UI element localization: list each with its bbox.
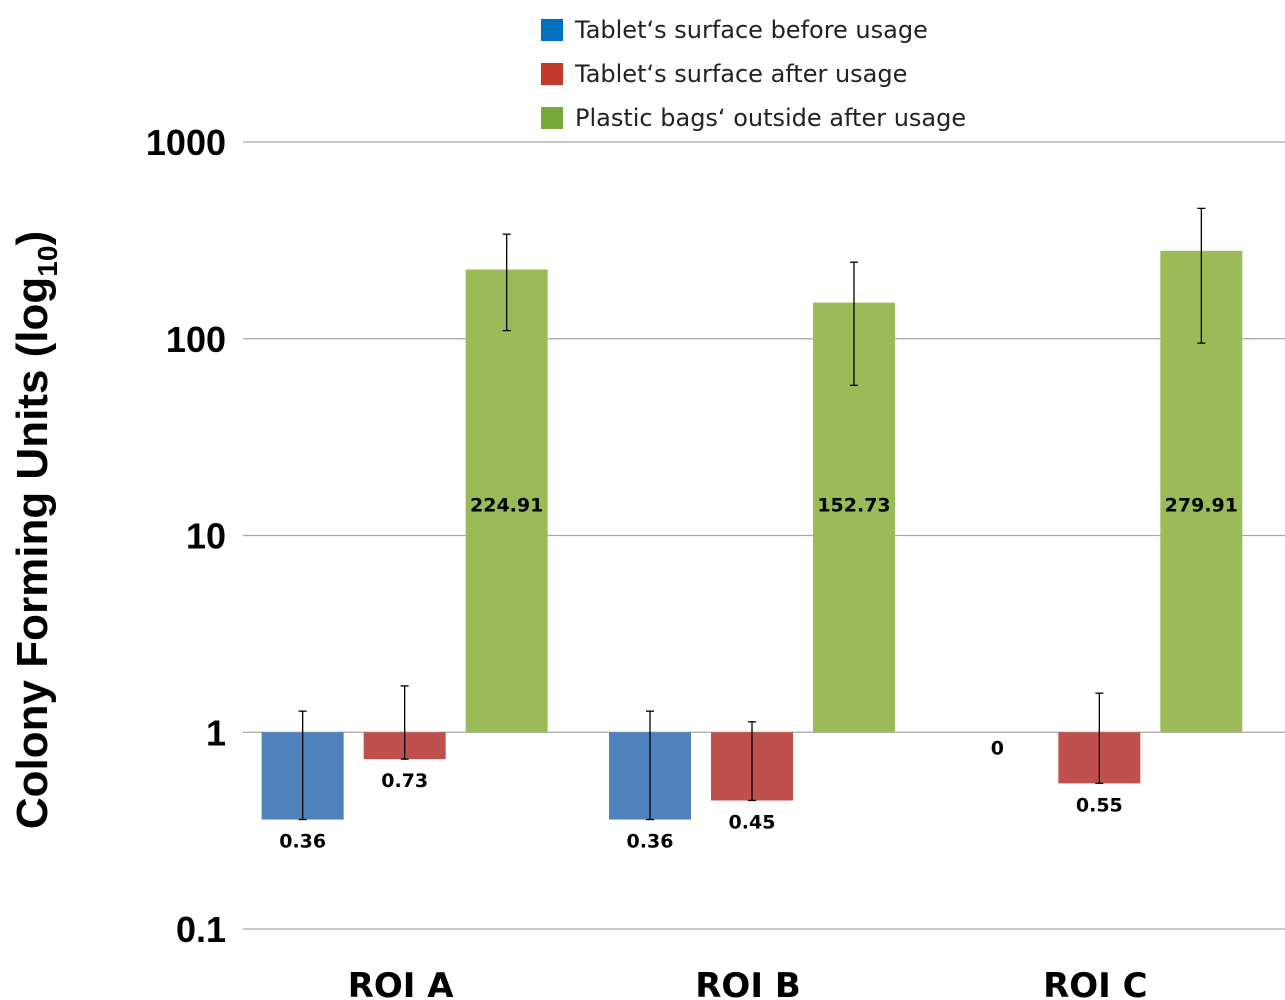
- x-tick-label: ROI A: [348, 966, 455, 1000]
- legend-swatch-before: [541, 19, 563, 41]
- legend-item: Plastic bags‘ outside after usage: [541, 96, 966, 140]
- legend-swatch-bags: [541, 107, 563, 129]
- legend-label-bags: Plastic bags‘ outside after usage: [575, 104, 967, 132]
- data-label: 0.36: [627, 831, 674, 853]
- y-tick-label: 0.1: [176, 909, 226, 950]
- legend-item: Tablet‘s surface after usage: [541, 52, 966, 96]
- legend-swatch-after: [541, 63, 563, 85]
- legend: Tablet‘s surface before usage Tablet‘s s…: [541, 8, 966, 140]
- legend-label-before: Tablet‘s surface before usage: [575, 16, 928, 44]
- legend-item: Tablet‘s surface before usage: [541, 8, 966, 52]
- y-tick-label: 1: [206, 712, 226, 753]
- x-tick-label: ROI C: [1043, 966, 1148, 1000]
- data-label: 0.45: [729, 811, 776, 833]
- data-label: 0: [991, 737, 1004, 759]
- y-tick-label: 100: [166, 319, 226, 360]
- bar: [465, 269, 548, 733]
- data-label: 224.91: [470, 495, 543, 517]
- data-label: 0.36: [279, 831, 326, 853]
- data-label: 152.73: [817, 495, 890, 517]
- x-tick-label: ROI B: [695, 966, 801, 1000]
- data-label: 279.91: [1165, 495, 1238, 517]
- legend-label-after: Tablet‘s surface after usage: [575, 60, 908, 88]
- y-tick-label: 1000: [146, 122, 226, 163]
- data-label: 0.55: [1076, 794, 1123, 816]
- data-label: 0.73: [381, 770, 428, 792]
- y-tick-label: 10: [186, 516, 226, 557]
